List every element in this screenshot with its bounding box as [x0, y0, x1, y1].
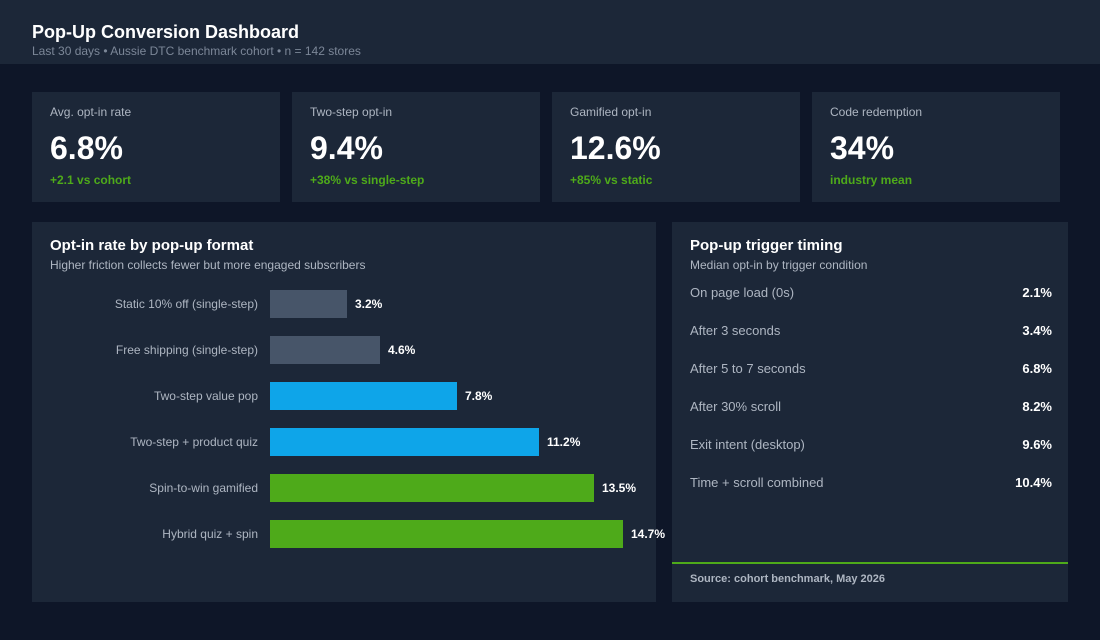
page-subtitle: Last 30 days • Aussie DTC benchmark coho…	[32, 44, 361, 58]
kpi-label: Avg. opt-in rate	[50, 105, 132, 119]
source-note: Source: cohort benchmark, May 2026	[690, 573, 886, 585]
kpi-label: Code redemption	[830, 105, 923, 119]
timing-value: 9.6%	[1022, 437, 1052, 452]
dashboard-header: Pop-Up Conversion Dashboard Last 30 days…	[0, 0, 1100, 64]
timing-value: 3.4%	[1022, 323, 1052, 338]
timing-label: Time + scroll combined	[690, 475, 824, 490]
bar-category-label: Two-step value pop	[153, 389, 258, 403]
timing-label: After 3 seconds	[690, 323, 781, 338]
kpi-value: 6.8%	[50, 130, 123, 166]
bar	[270, 520, 623, 548]
bar-row: Free shipping (single-step) 4.6%	[32, 336, 656, 364]
bar-row: Static 10% off (single-step) 3.2%	[32, 290, 656, 318]
kpi-card-avg-opt-in: Avg. opt-in rate 6.8% +2.1 vs cohort	[32, 92, 280, 202]
format-chart-panel: Opt-in rate by pop-up format Higher fric…	[32, 222, 665, 602]
timing-label: Exit intent (desktop)	[690, 437, 805, 452]
timing-row: After 30% scroll 8.2%	[690, 399, 1052, 419]
bar-value-label: 7.8%	[465, 389, 493, 403]
chart-title: Opt-in rate by pop-up format	[50, 237, 254, 254]
bar	[270, 336, 380, 364]
kpi-card-gamified: Gamified opt-in 12.6% +85% vs static	[552, 92, 800, 202]
timing-label: On page load (0s)	[690, 285, 795, 300]
timing-row: Time + scroll combined 10.4%	[690, 475, 1052, 495]
kpi-label: Gamified opt-in	[570, 105, 652, 119]
kpi-value: 9.4%	[310, 130, 383, 166]
bar-category-label: Free shipping (single-step)	[115, 343, 258, 357]
timing-row: After 3 seconds 3.4%	[690, 323, 1052, 343]
bar-category-label: Hybrid quiz + spin	[162, 527, 258, 541]
bar-row: Two-step + product quiz 11.2%	[32, 428, 656, 456]
bar	[270, 290, 347, 318]
timing-value: 6.8%	[1022, 361, 1052, 376]
kpi-value: 12.6%	[570, 130, 661, 166]
timing-label: After 5 to 7 seconds	[690, 361, 806, 376]
bar-row: Spin-to-win gamified 13.5%	[32, 474, 656, 502]
bar-value-label: 11.2%	[547, 435, 581, 449]
kpi-delta: +38% vs single-step	[310, 173, 425, 187]
bar-value-label: 13.5%	[602, 481, 637, 495]
kpi-value: 34%	[830, 130, 895, 166]
source-divider	[672, 562, 1068, 564]
kpi-card-two-step: Two-step opt-in 9.4% +38% vs single-step	[292, 92, 540, 202]
bar-row: Two-step value pop 7.8%	[32, 382, 656, 410]
kpi-delta: +85% vs static	[570, 173, 653, 187]
timing-panel: Pop-up trigger timing Median opt-in by t…	[672, 222, 1068, 602]
page-title: Pop-Up Conversion Dashboard	[32, 22, 300, 42]
timing-value: 10.4%	[1015, 475, 1052, 490]
timing-row: Exit intent (desktop) 9.6%	[690, 437, 1052, 457]
timing-value: 8.2%	[1022, 399, 1052, 414]
bar	[270, 428, 539, 456]
bar-category-label: Spin-to-win gamified	[149, 481, 258, 495]
timing-label: After 30% scroll	[690, 399, 782, 414]
chart-subtitle: Higher friction collects fewer but more …	[50, 258, 366, 272]
timing-title: Pop-up trigger timing	[690, 237, 843, 254]
bar-row: Hybrid quiz + spin 14.7%	[32, 520, 665, 548]
bar-category-label: Static 10% off (single-step)	[114, 297, 258, 311]
kpi-card-code-redemption: Code redemption 34% industry mean	[812, 92, 1060, 202]
bar	[270, 474, 594, 502]
bar-category-label: Two-step + product quiz	[130, 435, 258, 449]
bar-value-label: 4.6%	[388, 343, 416, 357]
timing-subtitle: Median opt-in by trigger condition	[690, 258, 868, 272]
kpi-delta: industry mean	[830, 173, 913, 187]
timing-row: On page load (0s) 2.1%	[690, 285, 1052, 305]
kpi-delta: +2.1 vs cohort	[50, 173, 132, 187]
timing-value: 2.1%	[1022, 285, 1052, 300]
kpi-label: Two-step opt-in	[310, 105, 393, 119]
bar	[270, 382, 457, 410]
bar-value-label: 14.7%	[631, 527, 666, 541]
bar-value-label: 3.2%	[355, 297, 383, 311]
timing-row: After 5 to 7 seconds 6.8%	[690, 361, 1052, 381]
